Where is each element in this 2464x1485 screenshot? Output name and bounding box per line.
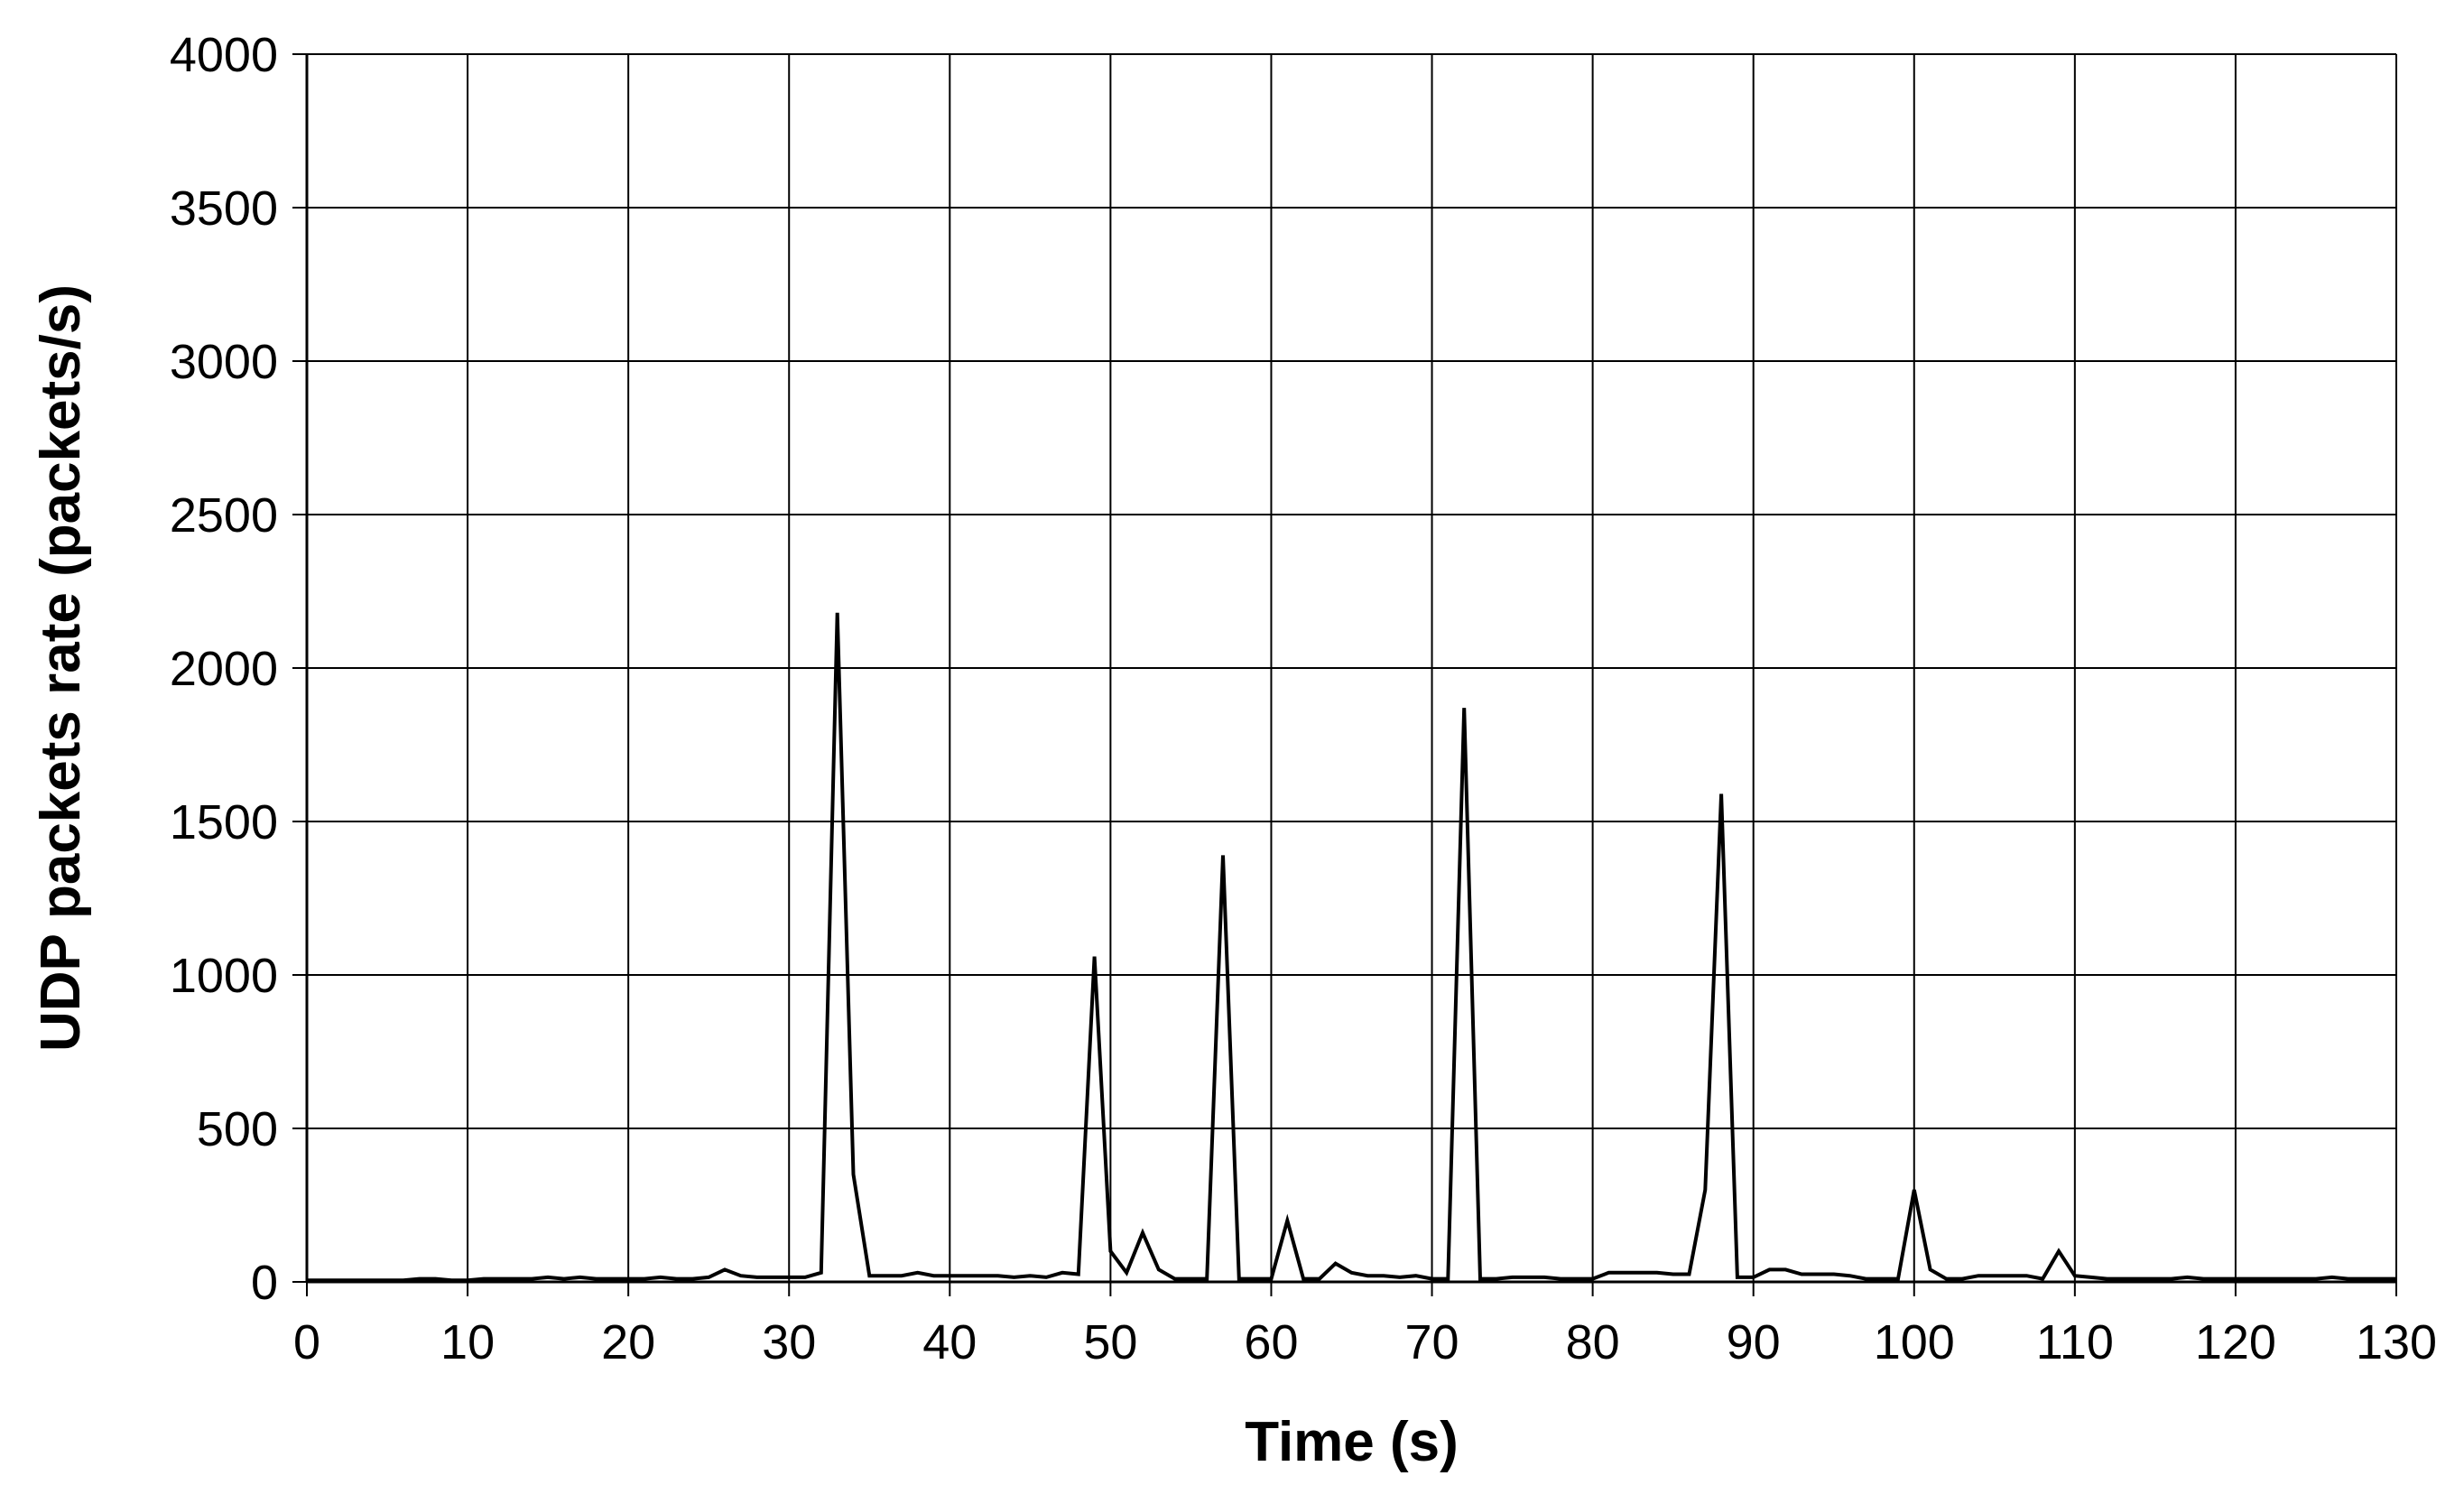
y-tick-label: 500 <box>197 1102 278 1156</box>
x-tick-label: 50 <box>1083 1315 1137 1369</box>
x-axis-ticks: 0 10 20 30 40 50 60 70 80 90 100 110 120 130 <box>293 1282 2437 1369</box>
y-axis-ticks: 0 500 1000 1500 2000 2500 3000 3500 4000 <box>170 28 307 1310</box>
grid <box>306 53 2397 1283</box>
y-axis-title: UDP packets rate (packets/s) <box>30 284 92 1052</box>
y-tick-label: 3000 <box>170 335 278 389</box>
x-tick-label: 80 <box>1566 1315 1620 1369</box>
series-layer <box>307 612 2396 1283</box>
x-tick-label: 0 <box>293 1315 320 1369</box>
x-tick-label: 10 <box>440 1315 495 1369</box>
x-tick-label: 70 <box>1404 1315 1459 1369</box>
x-tick-label: 40 <box>922 1315 977 1369</box>
x-tick-label: 130 <box>2356 1315 2437 1369</box>
y-tick-label: 2000 <box>170 642 278 696</box>
y-tick-label: 1500 <box>170 795 278 849</box>
y-tick-label: 2500 <box>170 488 278 543</box>
x-tick-label: 120 <box>2195 1315 2276 1369</box>
y-tick-label: 1000 <box>170 949 278 1003</box>
y-tick-label: 4000 <box>170 28 278 82</box>
y-tick-label: 3500 <box>170 181 278 236</box>
x-tick-label: 30 <box>762 1315 816 1369</box>
x-axis-title: Time (s) <box>1245 1411 1459 1473</box>
x-tick-label: 60 <box>1244 1315 1298 1369</box>
x-tick-label: 110 <box>2036 1315 2114 1369</box>
x-tick-label: 100 <box>1874 1315 1955 1369</box>
y-tick-label: 0 <box>251 1256 278 1310</box>
x-tick-label: 20 <box>601 1315 655 1369</box>
x-tick-label: 90 <box>1727 1315 1781 1369</box>
series-line <box>307 612 2396 1283</box>
